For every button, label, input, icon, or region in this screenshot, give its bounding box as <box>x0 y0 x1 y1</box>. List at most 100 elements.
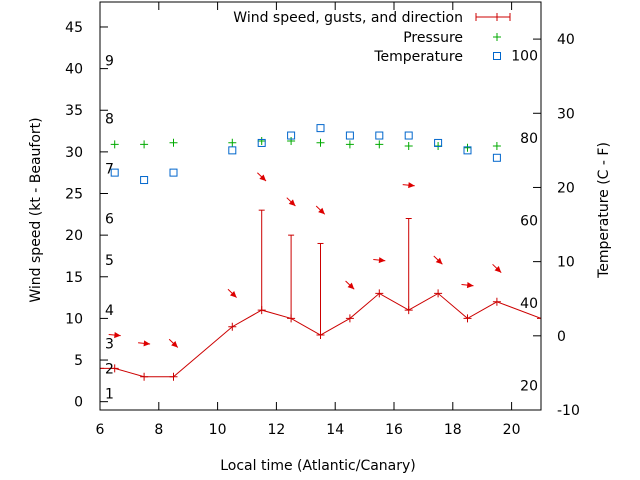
wind-speed-point <box>375 289 384 298</box>
y-tick-label-left: 25 <box>65 187 83 203</box>
y-tick-label-right: 0 <box>557 329 566 345</box>
beaufort-label: 4 <box>105 303 114 319</box>
beaufort-label: 6 <box>105 211 114 227</box>
pressure-point <box>140 140 149 149</box>
temperature-point <box>463 146 472 155</box>
legend-label: Wind speed, gusts, and direction <box>233 10 463 26</box>
x-tick-label: 6 <box>96 422 105 438</box>
y-tick-label-left: 20 <box>65 228 83 244</box>
wind-speed-point <box>169 372 178 381</box>
wind-speed-point <box>228 322 237 331</box>
x-tick-label: 12 <box>267 422 285 438</box>
pressure-point <box>492 142 501 151</box>
wind-direction-arrowhead <box>408 182 415 189</box>
x-tick-label: 16 <box>385 422 403 438</box>
y-tick-label-left: 30 <box>65 145 83 161</box>
pressure-point <box>375 140 384 149</box>
fahrenheit-label: 60 <box>520 213 538 229</box>
wind-speed-point <box>140 372 149 381</box>
wind-speed-point <box>434 289 443 298</box>
x-axis-title: Local time (Atlantic/Canary) <box>220 458 416 474</box>
legend-label: Pressure <box>403 30 463 46</box>
temperature-point <box>492 153 501 162</box>
wind-direction-arrowhead <box>171 340 178 348</box>
beaufort-label: 8 <box>105 112 114 128</box>
temperature-point <box>434 138 443 147</box>
y-tick-label-right: 30 <box>557 106 575 122</box>
pressure-point <box>287 137 296 146</box>
legend: Wind speed, gusts, and direction Pressure… <box>233 10 511 65</box>
beaufort-label: 5 <box>105 253 114 269</box>
y-tick-label-left: 10 <box>65 311 83 327</box>
wind-direction-arrowhead <box>347 282 355 290</box>
y-tick-label-left: 0 <box>74 395 83 411</box>
legend-swatch-pressure <box>493 33 501 41</box>
y-tick-label-left: 15 <box>65 270 83 286</box>
beaufort-label: 2 <box>105 361 114 377</box>
pressure-point <box>345 140 354 149</box>
temperature-point <box>140 176 149 185</box>
beaufort-label: 9 <box>105 53 114 69</box>
pressure-point <box>257 137 266 146</box>
y-tick-label-left: 35 <box>65 103 83 119</box>
temperature-point <box>345 131 354 140</box>
plot-frame <box>99 1 542 411</box>
temperature-point <box>316 124 325 133</box>
beaufort-label: 7 <box>105 162 114 178</box>
pressure-point <box>316 138 325 147</box>
y-axis-title-right: Temperature (C - F) <box>596 142 612 279</box>
wind-speed-point <box>110 364 119 373</box>
pressure-point <box>169 138 178 147</box>
wind-direction-arrowhead <box>229 291 237 298</box>
fahrenheit-label: 20 <box>520 378 538 394</box>
wind-direction-arrowhead <box>288 199 296 206</box>
wind-speed-point <box>345 314 354 323</box>
pressure-point <box>228 138 237 147</box>
wind-direction-arrowhead <box>466 282 474 289</box>
temperature-point <box>375 131 384 140</box>
pressure-point <box>463 143 472 152</box>
wind-direction-arrowhead <box>494 266 502 273</box>
wind-speed-point <box>492 297 501 306</box>
y-tick-label-left: 45 <box>65 20 83 36</box>
legend-swatch-temperature <box>493 52 501 60</box>
temperature-point <box>404 131 413 140</box>
temperature-point <box>287 131 296 140</box>
y-axis-title-left: Wind speed (kt - Beaufort) <box>28 117 44 302</box>
wind-direction-arrowhead <box>435 257 443 265</box>
plot-layer <box>100 124 541 381</box>
x-tick-label: 14 <box>326 422 344 438</box>
wind-direction-arrowhead <box>143 340 151 347</box>
beaufort-label: 1 <box>105 386 114 402</box>
beaufort-label: 3 <box>105 336 114 352</box>
wind-direction-arrowhead <box>378 257 386 264</box>
wind-direction-arrowhead <box>259 174 267 181</box>
y-tick-label-right: 10 <box>557 255 575 271</box>
plot-area <box>100 124 541 381</box>
x-tick-label: 20 <box>503 422 521 438</box>
temperature-point <box>228 146 237 155</box>
wind-speed-point <box>537 314 541 323</box>
y-tick-label-right: 20 <box>557 180 575 196</box>
x-tick-label: 18 <box>444 422 462 438</box>
fahrenheit-label: 100 <box>511 49 538 65</box>
wind-direction-arrowhead <box>114 332 121 339</box>
y-tick-label-left: 5 <box>74 353 83 369</box>
wind-speed-point <box>100 364 104 373</box>
y-tick-label-right: 40 <box>557 32 575 48</box>
wind-direction-arrowhead <box>318 207 325 215</box>
axes-layer: 6 8 10 12 14 16 18 20051015202530354045-1001020… <box>65 1 580 438</box>
y-tick-label-right: -10 <box>557 403 580 419</box>
fahrenheit-label: 80 <box>520 131 538 147</box>
temperature-point <box>110 168 119 177</box>
x-tick-label: 8 <box>154 422 163 438</box>
temperature-point <box>257 138 266 147</box>
y-tick-label-left: 40 <box>65 62 83 78</box>
wind-speed-point <box>463 314 472 323</box>
pressure-point <box>110 140 119 149</box>
legend-label: Temperature <box>373 49 463 65</box>
temperature-point <box>169 168 178 177</box>
fahrenheit-label: 40 <box>520 296 538 312</box>
pressure-point <box>404 142 413 151</box>
